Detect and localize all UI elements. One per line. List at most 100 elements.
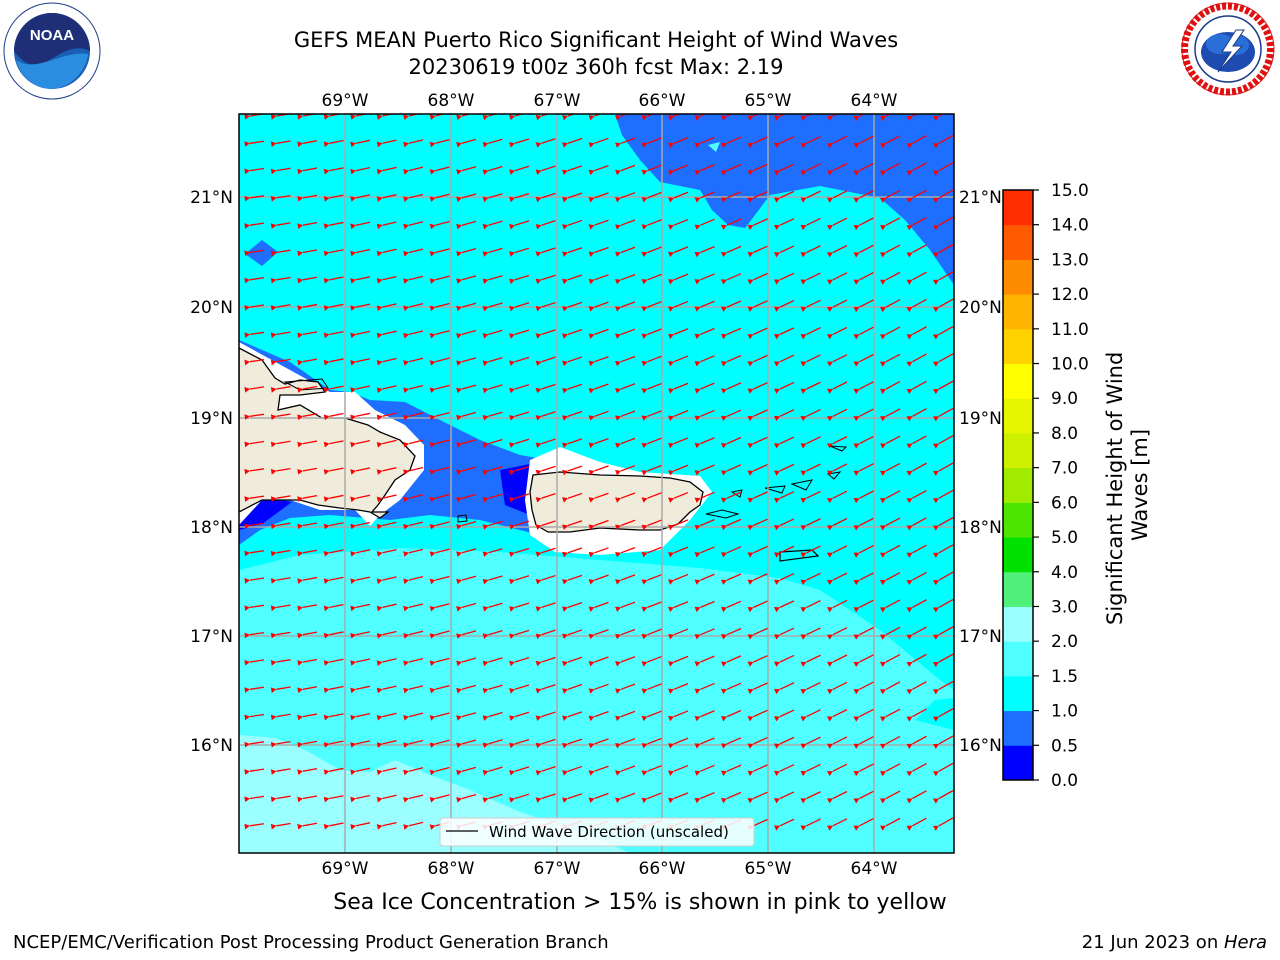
wave-direction-arrow xyxy=(535,602,556,612)
wave-direction-arrow xyxy=(774,218,795,231)
wave-direction-arrow xyxy=(403,193,424,202)
wave-direction-arrow xyxy=(827,790,848,804)
wave-direction-arrow xyxy=(509,602,530,612)
wave-direction-arrow xyxy=(244,686,265,693)
wave-direction-arrow xyxy=(827,272,848,285)
wave-direction-arrow xyxy=(906,762,927,777)
wave-direction-arrow xyxy=(800,818,821,831)
colorbar-tick-label: 1.5 xyxy=(1051,667,1078,687)
wave-direction-arrow xyxy=(323,412,344,421)
wave-direction-arrow xyxy=(297,686,318,694)
wave-direction-arrow xyxy=(615,164,636,176)
wave-direction-arrow xyxy=(668,573,689,585)
wave-direction-arrow xyxy=(880,353,901,367)
wave-direction-arrow xyxy=(482,247,503,257)
wave-direction-arrow xyxy=(615,656,636,667)
wave-direction-arrow xyxy=(774,818,795,831)
wave-direction-arrow xyxy=(403,685,424,694)
wave-direction-arrow xyxy=(774,136,795,149)
wave-direction-arrow xyxy=(774,572,795,585)
wave-direction-arrow xyxy=(244,795,265,803)
hispaniola-land xyxy=(239,347,416,519)
wave-direction-arrow xyxy=(535,493,556,503)
wave-direction-arrow xyxy=(747,655,768,667)
wave-direction-arrow xyxy=(456,411,477,421)
wave-direction-arrow xyxy=(482,275,503,285)
wave-direction-arrow xyxy=(297,194,318,202)
wave-direction-arrow xyxy=(615,519,636,531)
wave-direction-arrow xyxy=(376,439,397,448)
wave-direction-arrow xyxy=(588,792,609,803)
colorbar-label: Significant Height of Wind Waves [m] xyxy=(1103,345,1152,625)
wave-direction-arrow xyxy=(270,659,291,666)
lon-tick-top: 64°W xyxy=(851,91,898,111)
wave-direction-arrow xyxy=(376,275,397,284)
wave-direction-arrow xyxy=(827,463,848,476)
wave-direction-arrow xyxy=(429,657,450,667)
colorbar: 0.0 0.5 1.0 1.5 2.0 3.0 4.0 5.0 6.0 7.0 8.0 9.0 10.0… xyxy=(1002,181,1089,791)
colorbar-segment xyxy=(1003,363,1033,399)
wave-direction-arrow xyxy=(880,544,901,558)
wave-direction-arrow xyxy=(747,382,768,394)
wave-direction-arrow xyxy=(747,518,768,531)
wave-direction-arrow xyxy=(562,329,583,339)
wave-direction-arrow xyxy=(641,492,662,503)
wave-direction-arrow xyxy=(323,740,344,748)
wave-direction-arrow xyxy=(641,792,662,804)
wave-direction-arrow xyxy=(323,795,344,803)
wave-direction-arrow xyxy=(906,189,927,203)
wave-direction-arrow xyxy=(588,519,609,530)
wave-direction-arrow xyxy=(588,601,609,612)
wave-direction-arrow xyxy=(853,708,874,722)
wave-direction-arrow xyxy=(456,329,477,339)
wave-direction-arrow xyxy=(297,167,318,175)
wave-direction-arrow xyxy=(906,216,927,231)
wave-direction-arrow xyxy=(297,495,318,502)
wave-direction-arrow xyxy=(880,189,901,203)
wave-direction-arrow xyxy=(880,599,901,613)
wave-direction-arrow xyxy=(668,355,689,367)
colorbar-segment xyxy=(1003,328,1033,365)
wave-direction-arrow xyxy=(641,355,662,367)
wave-direction-arrow xyxy=(562,629,583,640)
colorbar-segment xyxy=(1003,398,1033,434)
wave-direction-arrow xyxy=(588,192,609,203)
wave-direction-arrow xyxy=(694,464,715,476)
wave-direction-arrow xyxy=(933,735,954,749)
wave-direction-arrow xyxy=(297,768,318,775)
wave-direction-arrow xyxy=(244,304,265,311)
wave-direction-arrow xyxy=(456,357,477,366)
wave-direction-arrow xyxy=(933,653,954,668)
wave-direction-arrow xyxy=(668,464,689,476)
wave-direction-arrow xyxy=(641,219,662,230)
wave-direction-arrow xyxy=(270,440,291,448)
wave-direction-arrow xyxy=(747,491,768,503)
wave-direction-arrow xyxy=(694,300,715,312)
wave-direction-arrow xyxy=(376,194,397,202)
wave-direction-arrow xyxy=(641,683,662,694)
wave-direction-arrow xyxy=(562,793,583,803)
chart-title: GEFS MEAN Puerto Rico Significant Height… xyxy=(293,28,899,52)
colorbar-label-line1: Significant Height of Wind xyxy=(1103,352,1127,625)
wave-direction-arrow xyxy=(323,194,344,202)
wave-direction-arrow xyxy=(376,221,397,230)
colorbar-segment xyxy=(1003,710,1033,746)
wave-direction-arrow xyxy=(297,576,318,584)
wave-direction-arrow xyxy=(482,793,503,803)
wave-direction-arrow xyxy=(323,713,344,721)
wave-direction-arrow xyxy=(535,766,556,776)
wave-direction-arrow xyxy=(482,520,503,530)
wave-direction-arrow xyxy=(800,490,821,504)
wave-direction-arrow xyxy=(244,468,265,475)
wave-direction-arrow xyxy=(376,576,397,585)
wave-direction-arrow xyxy=(509,493,530,503)
colorbar-tick-label: 12.0 xyxy=(1051,285,1089,305)
wave-direction-arrow xyxy=(482,629,503,639)
colorbar-tick-label: 4.0 xyxy=(1051,563,1078,583)
wave-direction-arrow xyxy=(933,762,954,777)
wave-direction-arrow xyxy=(615,738,636,749)
wave-direction-arrow xyxy=(323,303,344,311)
wave-direction-arrow xyxy=(456,193,477,203)
wave-direction-arrow xyxy=(827,354,848,367)
wave-direction-arrow xyxy=(827,163,848,176)
